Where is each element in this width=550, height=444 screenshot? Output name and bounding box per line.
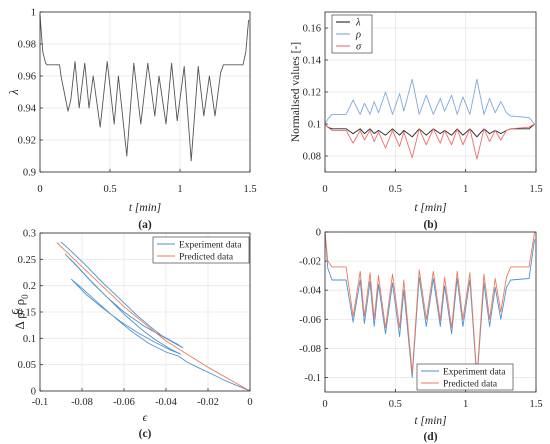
x-axis-label: ϵ	[143, 412, 148, 424]
y-tick-label: 0.1	[308, 120, 321, 131]
legend-label: Experiment data	[443, 368, 506, 378]
legend-label: λ	[355, 18, 361, 29]
x-tick-label: 0	[322, 184, 327, 195]
series-line-0	[39, 15, 250, 162]
y-tick-label: 0	[31, 387, 36, 398]
x-tick-label: -0.08	[71, 397, 93, 408]
series-line-1	[56, 242, 251, 392]
x-tick-label: 1	[177, 184, 182, 195]
legend-box	[416, 363, 514, 391]
y-tick-label: -0.08	[299, 344, 321, 355]
y-tick-label: 0.12	[303, 88, 321, 99]
x-tick-label: -0.04	[155, 397, 178, 408]
legend-label: Experiment data	[179, 241, 242, 251]
y-tick-label: 0.08	[303, 152, 321, 163]
panel-b: 0 0.5 1 1.5 0.08 0.1 0.12 0.14 0.16 t [min] (b) Nor…	[290, 11, 543, 231]
y-tick-label: 0.2	[23, 281, 36, 292]
y-tick-label: 0.96	[18, 72, 36, 83]
panel-caption: (d)	[423, 431, 437, 443]
y-tick-label: 0.16	[303, 24, 321, 35]
panel-caption: (a)	[138, 219, 152, 231]
axes-frame	[324, 11, 537, 173]
y-tick-label: 0.9	[23, 168, 36, 179]
y-tick-label: -0.06	[299, 315, 321, 326]
legend-label: ρ	[355, 30, 361, 41]
panel-caption: (c)	[139, 428, 152, 440]
y-tick-label: 0.3	[23, 229, 36, 240]
x-axis-label: t [min]	[129, 202, 161, 214]
x-tick-label: 1.5	[529, 399, 542, 410]
x-tick-label: 0.5	[389, 399, 402, 410]
y-tick-label: -0.04	[299, 286, 322, 297]
y-axis-label: Δ ρ/ ρ0	[12, 294, 30, 330]
x-axis-label: t [min]	[414, 202, 446, 214]
legend-label: Predicted data	[443, 380, 498, 390]
axes-frame	[324, 231, 537, 393]
x-tick-label: -0.02	[197, 397, 219, 408]
panel-a: 0 0.5 1 1.5 0.9 0.92 0.94 0.96 0.98 1 t [min] (a) λ	[7, 8, 257, 232]
panel-c: -0.1 -0.08 -0.06 -0.04 -0.02 0 0 0.05 0.1 0.15 0.2…	[12, 229, 253, 441]
y-tick-label: 0.94	[18, 104, 37, 115]
x-tick-label: -0.06	[113, 397, 135, 408]
y-tick-label: 0.1	[23, 334, 36, 345]
axes-frame	[39, 11, 251, 173]
x-tick-label: 1.5	[243, 184, 256, 195]
x-tick-label: 0.5	[389, 184, 402, 195]
y-tick-label: 0.25	[18, 255, 36, 266]
axes-frame	[39, 232, 251, 392]
legend-box	[152, 236, 250, 264]
plot-area	[40, 12, 250, 172]
series-line-0	[324, 231, 536, 381]
series-line-0	[324, 123, 535, 138]
x-tick-label: 0	[37, 184, 42, 195]
series-line-1	[324, 231, 536, 378]
x-axis-label: t [min]	[414, 415, 446, 427]
x-tick-label: 0	[247, 397, 252, 408]
y-tick-label: -0.02	[299, 257, 321, 268]
x-tick-label: 0.5	[103, 184, 116, 195]
panel-caption: (b)	[423, 219, 437, 231]
series-line-0	[60, 241, 251, 392]
y-axis-label: Normalised values [-]	[290, 42, 302, 142]
y-tick-label: -0.1	[304, 373, 321, 384]
x-tick-label: 0	[322, 399, 327, 410]
y-axis-label: λ	[7, 89, 21, 96]
y-axis-label-main: Δ ρ/ ρ	[12, 299, 27, 330]
y-tick-label: 0.05	[18, 360, 36, 371]
series-line-2	[324, 123, 535, 160]
y-axis-label-subscript: 0	[20, 294, 30, 299]
y-tick-label: 0.15	[18, 308, 36, 319]
y-tick-label: 1	[31, 8, 36, 19]
y-tick-label: 0.14	[303, 56, 322, 67]
legend-label: σ	[356, 42, 362, 53]
y-axis-label: ϵ	[7, 309, 21, 315]
panel-d: 0 0.5 1 1.5 -0.1 -0.08 -0.06 -0.04 -0.02 0 t [min]…	[7, 228, 543, 444]
x-tick-label: 1.5	[529, 184, 542, 195]
y-tick-label: 0	[316, 228, 321, 239]
x-tick-label: 1	[463, 184, 468, 195]
y-tick-label: 0.92	[18, 136, 36, 147]
y-tick-label: 0.98	[18, 40, 36, 51]
x-tick-label: -0.1	[32, 397, 49, 408]
legend-label: Predicted data	[179, 253, 234, 263]
series-line-1	[324, 78, 535, 125]
x-tick-label: 1	[463, 399, 468, 410]
